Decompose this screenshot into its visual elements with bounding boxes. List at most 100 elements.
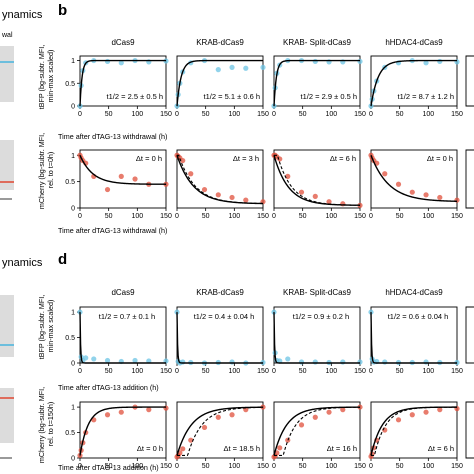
fit-annotation: t1/2 = 5.1 ± 0.6 h [204,92,260,101]
y-tick-label: 0.5 [65,335,75,342]
data-point [395,417,402,423]
data-point [132,357,138,364]
x-tick-label: 0 [272,213,276,220]
data-point [118,409,124,415]
x-tick-label: 0 [175,111,179,118]
x-tick-label: 150 [257,111,269,118]
delayed-fit-curve [177,406,264,456]
x-tick-label: 100 [325,368,337,375]
x-tick-label: 100 [422,368,434,375]
y-tick-label: 0 [71,456,75,463]
data-point [104,412,111,418]
fit-curve [273,59,360,107]
x-tick-label: 50 [396,368,404,375]
ylabel-b-bottom: mCherry (bg-subtr. MFI, rel. to t=0h) [37,131,55,209]
data-point [229,359,235,365]
header-fragment-top-small: wal [1,32,13,39]
fit-curve [79,59,166,107]
subplot-b-top-4: hHDAC4-dCas9 0 50 100 150 t1/2 = 8.7 ± 1.2 h [368,38,463,118]
x-tick-label: 100 [131,368,143,375]
subplot-d-bottom-4: 0 50 100 150 Δt = 6 h [368,401,463,470]
fit-annotation: Δt = 6 h [428,444,454,453]
y-tick-label: 1 [71,310,75,317]
column-title: KRAB-dCas9 [196,288,244,297]
data-point [132,176,138,182]
xlabel-d-bottom: Time after dTAG-13 addition (h) [58,463,159,472]
cropped-next-panel-edge [465,149,474,209]
data-point [312,414,318,420]
fit-annotation: Δt = 3 h [233,154,259,163]
delayed-fit-curve [274,406,360,456]
x-tick-label: 0 [175,463,179,470]
data-point [118,173,124,179]
plot-frame [176,401,264,459]
data-point [340,359,346,365]
cropped-next-panel-edge [465,306,474,364]
x-tick-label: 150 [257,368,269,375]
plot-frame [370,149,458,209]
data-point [118,60,124,66]
data-point [215,192,221,198]
data-point [285,356,291,362]
column-title: hHDAC4-dCas9 [385,288,443,297]
data-point [357,58,363,65]
x-tick-label: 0 [78,213,82,220]
data-point [326,199,332,205]
y-tick-label: 0 [71,206,75,213]
x-tick-label: 150 [451,463,463,470]
x-tick-label: 50 [105,368,113,375]
subplot-d-bottom-2: 0 50 100 150 Δt = 18.5 h [174,401,269,470]
fit-annotation: Δt = 0 h [427,154,453,163]
x-tick-label: 150 [451,213,463,220]
fit-annotation: t1/2 = 0.9 ± 0.2 h [293,312,349,321]
x-tick-label: 150 [451,111,463,118]
plot-frame [176,149,264,209]
x-tick-label: 50 [299,213,307,220]
data-point [180,446,186,452]
x-tick-label: 150 [354,213,366,220]
plot-frame [79,149,167,209]
data-point [104,58,111,65]
y-tick-label: 1 [71,405,75,412]
x-tick-label: 50 [396,213,404,220]
thumbnail-bottom-blue-bg [0,295,14,357]
x-tick-label: 150 [257,463,269,470]
fit-annotation: t1/2 = 0.7 ± 0.1 h [99,312,155,321]
header-fragment-bottom: ynamics [2,257,43,269]
y-tick-label: 0 [71,104,75,111]
xlabel-b-bottom: Time after dTAG-13 withdrawal (h) [58,226,167,235]
plot-frame [273,55,361,107]
data-point [409,412,415,418]
x-tick-label: 100 [422,463,434,470]
x-tick-label: 150 [451,368,463,375]
fit-annotation: Δt = 16 h [327,444,357,453]
x-tick-label: 150 [160,111,172,118]
x-tick-label: 100 [325,213,337,220]
data-point [423,409,429,415]
data-point [423,192,429,198]
plot-frame [370,55,458,107]
delayed-fit-curve [274,154,361,206]
x-tick-label: 50 [202,368,210,375]
cropped-next-panel-edge [465,55,474,107]
data-point [146,358,152,364]
x-tick-label: 100 [228,111,240,118]
data-point [382,359,388,365]
header-fragment-top: ynamics [2,9,43,21]
x-tick-label: 150 [160,213,172,220]
column-title: KRAB-dCas9 [196,38,244,47]
data-point [298,422,305,428]
data-point [260,404,266,410]
data-point [395,181,402,187]
subplot-b-top-3: KRAB- Split-dCas9 0 50 100 150 t1/2 = 2.9 ± 0… [271,38,366,118]
plot-frame [273,401,361,459]
x-tick-label: 150 [354,463,366,470]
subplot-d-bottom-3: 0 50 100 150 Δt = 16 h [271,401,366,470]
x-tick-label: 50 [202,463,210,470]
delayed-fit-curve [177,154,264,205]
data-point [243,197,249,203]
data-point [91,356,97,362]
x-tick-label: 50 [202,111,210,118]
data-point [326,409,332,415]
data-point [104,186,111,193]
